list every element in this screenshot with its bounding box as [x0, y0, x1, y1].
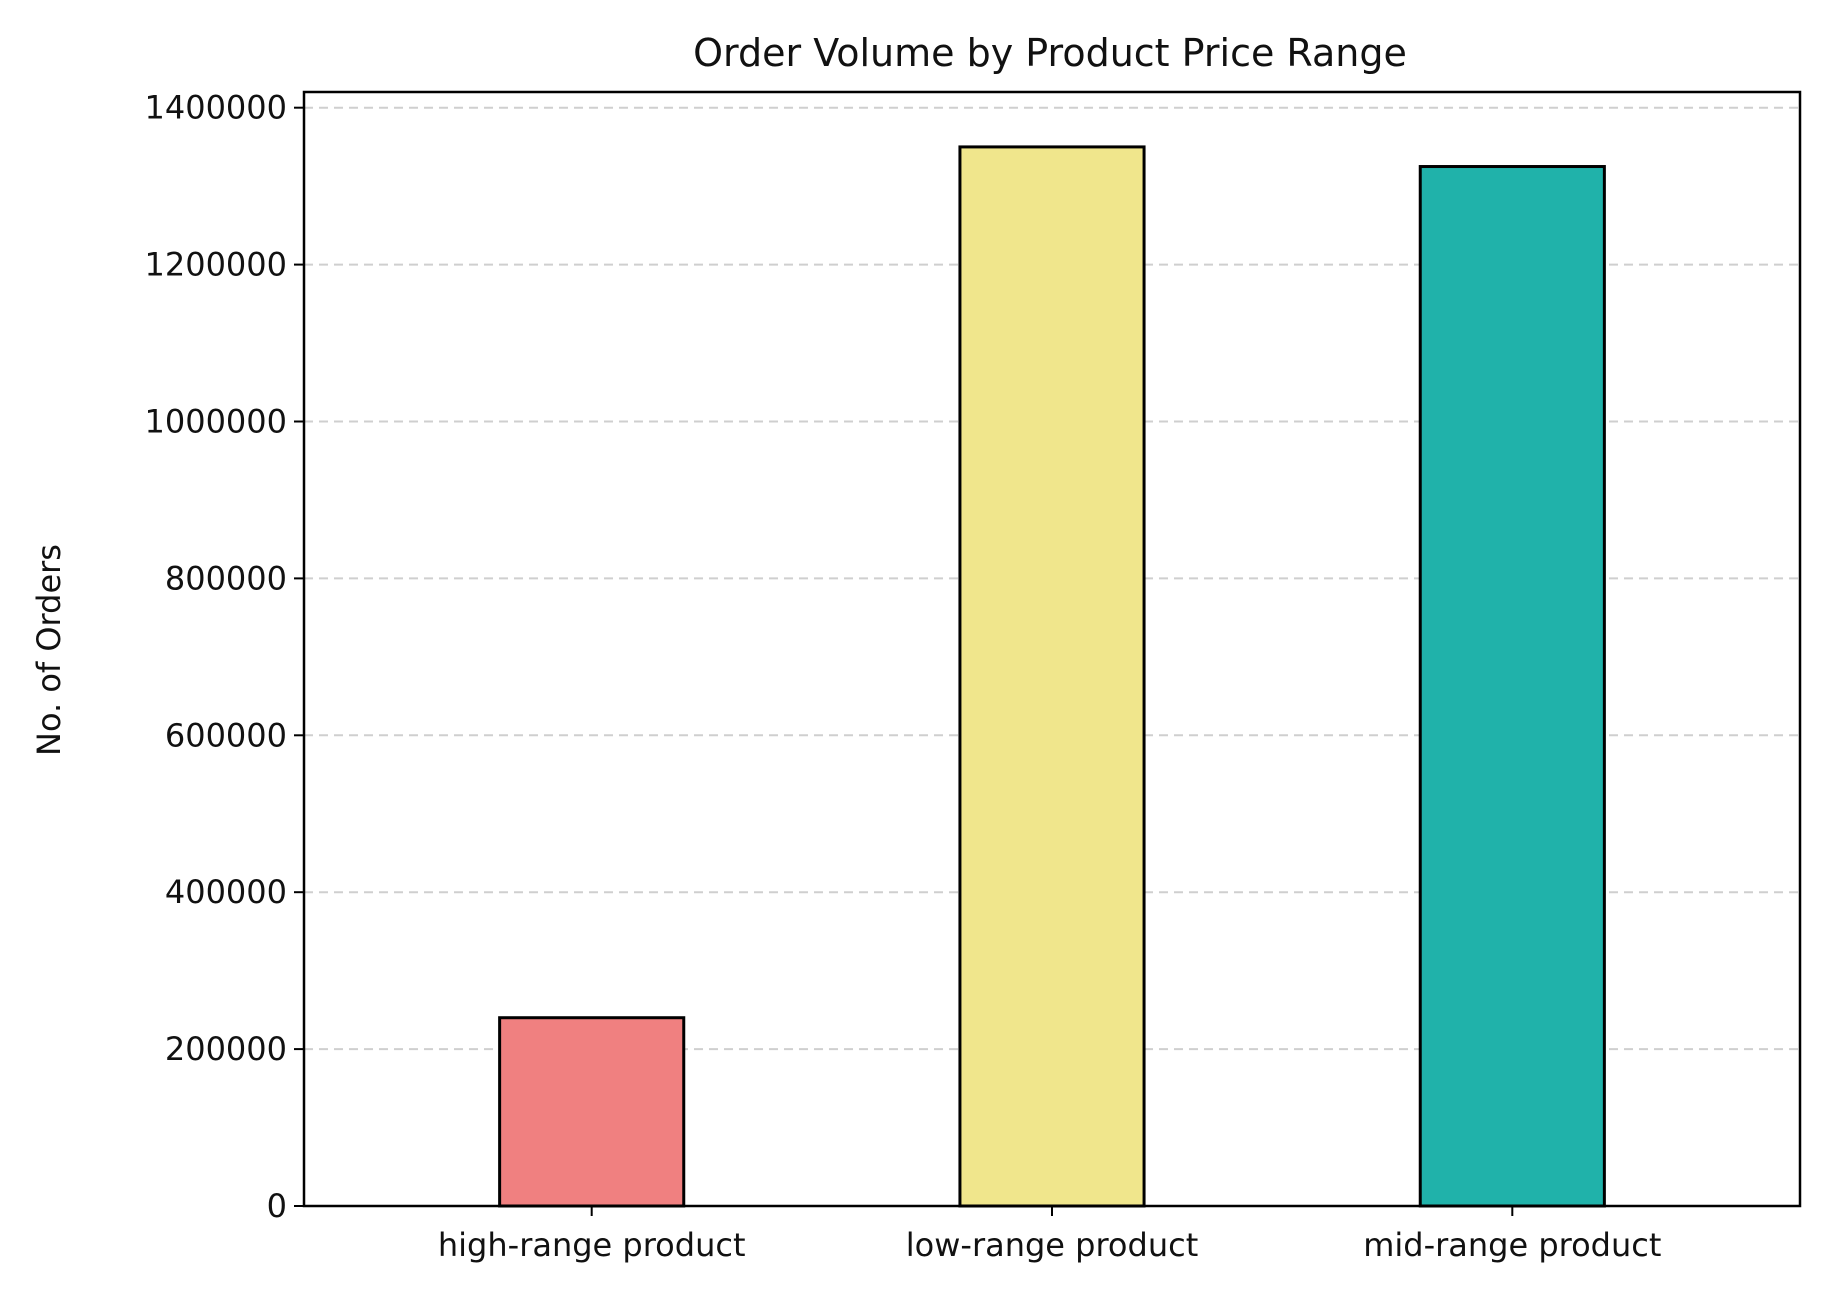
bar-high-range-product — [498, 1016, 686, 1208]
y-tick-label: 0 — [267, 1187, 287, 1225]
x-tick-label: mid-range product — [1363, 1226, 1661, 1264]
x-axis-ticks: high-range product low-range product mid-r… — [438, 1206, 1661, 1264]
y-tick-label: 600000 — [165, 716, 287, 754]
y-tick-label: 1200000 — [144, 246, 287, 284]
y-tick-label: 1400000 — [144, 89, 287, 127]
y-axis-ticks: 0 200000 400000 600000 800000 1000000 1200000 1… — [144, 89, 304, 1225]
y-tick-label: 400000 — [165, 873, 287, 911]
bar-low-range-product — [958, 145, 1146, 1208]
y-tick-label: 800000 — [165, 559, 287, 597]
bars — [498, 145, 1606, 1208]
y-axis-label: No. of Orders — [30, 544, 68, 756]
chart-title: Order Volume by Product Price Range — [693, 31, 1407, 75]
y-tick-label: 200000 — [165, 1030, 287, 1068]
x-tick-label: low-range product — [906, 1226, 1198, 1264]
y-tick-label: 1000000 — [144, 402, 287, 440]
bar-mid-range-product — [1418, 165, 1606, 1208]
x-tick-label: high-range product — [438, 1226, 746, 1264]
